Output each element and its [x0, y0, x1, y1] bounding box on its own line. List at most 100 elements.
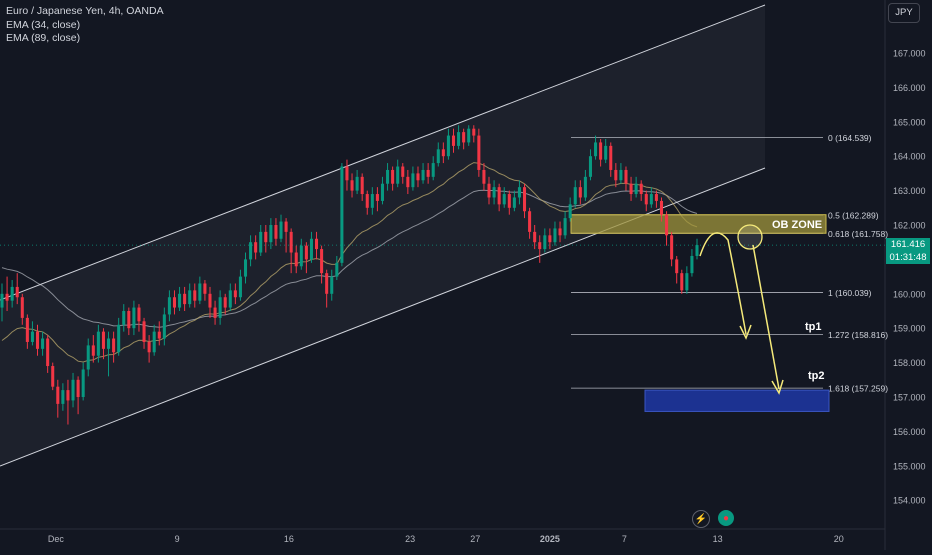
candle-body — [345, 166, 349, 181]
fib-level-label: 0.5 (162.289) — [828, 211, 879, 221]
time-tick-label: 2025 — [540, 534, 560, 544]
candle-body — [624, 169, 628, 184]
candle-body — [294, 252, 298, 267]
candle-body — [426, 169, 430, 177]
candle-body — [568, 204, 572, 219]
candle-body — [350, 180, 354, 191]
candle-body — [249, 242, 253, 260]
candle-body — [299, 245, 303, 267]
tp2-label: tp2 — [808, 370, 825, 382]
candle-body — [213, 307, 217, 318]
candle-body — [548, 235, 552, 243]
candle-body — [264, 231, 268, 243]
candle-body — [685, 273, 689, 291]
candle-body — [629, 183, 633, 195]
price-tick-label: 167.000 — [893, 49, 926, 59]
candle-body — [259, 231, 263, 253]
arrow-head-tp1 — [739, 324, 752, 340]
candle-body — [396, 166, 400, 184]
price-axis[interactable]: 167.000 166.000 165.000 164.000 163.000 162.0… — [893, 49, 926, 506]
candle-body — [96, 331, 100, 356]
candle-body — [330, 276, 334, 294]
candle-body — [66, 390, 70, 401]
candle-body — [91, 345, 95, 356]
candle-body — [360, 176, 364, 195]
candle-body — [137, 307, 141, 322]
candle-body — [517, 187, 521, 198]
currency-button[interactable]: JPY — [888, 3, 920, 23]
arrow-path-tp1 — [699, 232, 747, 335]
candle-body — [558, 228, 562, 236]
candle-body — [680, 273, 684, 291]
candle-body — [223, 297, 227, 308]
price-tick-label: 155.000 — [893, 461, 926, 471]
fib-level-label: 0 (164.539) — [828, 133, 872, 143]
candle-body — [512, 197, 516, 208]
candle-body — [117, 324, 121, 353]
candle-body — [487, 183, 491, 198]
time-tick-label: 16 — [284, 534, 294, 544]
candle-body — [421, 169, 425, 181]
candle-body — [238, 276, 242, 298]
candle-body — [553, 228, 557, 243]
candle-body — [122, 311, 126, 325]
time-axis[interactable]: Dec 9 16 23 27 2025 7 13 20 — [48, 534, 844, 544]
price-tick-label: 154.000 — [893, 496, 926, 506]
candle-body — [695, 245, 699, 256]
candle-body — [380, 183, 384, 201]
price-tick-label: 162.000 — [893, 221, 926, 231]
candle-body — [604, 145, 608, 160]
candle-body — [477, 135, 481, 170]
candle-body — [162, 314, 166, 339]
time-tick-label: 27 — [470, 534, 480, 544]
candle-body — [56, 386, 60, 404]
candle-body — [543, 235, 547, 250]
lightning-icon[interactable]: ⚡ — [692, 510, 710, 528]
target-zone-box — [644, 389, 830, 412]
candle-body — [355, 176, 359, 191]
candle-body — [132, 307, 136, 329]
candle-body — [528, 211, 532, 232]
price-tick-label: 160.000 — [893, 289, 926, 299]
candle-body — [370, 194, 374, 208]
candle-body — [451, 135, 456, 146]
candle-body — [167, 297, 171, 315]
candle-body — [315, 238, 319, 250]
candle-body — [41, 338, 45, 349]
candle-body — [386, 169, 390, 184]
candle-body — [441, 149, 445, 157]
candle-body — [325, 273, 329, 294]
candle-body — [665, 214, 669, 236]
time-tick-label: 9 — [175, 534, 180, 544]
record-icon[interactable]: ● — [718, 510, 734, 526]
candle-body — [172, 297, 177, 308]
price-tick-label: 158.000 — [893, 358, 926, 368]
candle-body — [228, 290, 232, 308]
channel-upper-line — [0, 4, 766, 301]
candle-body — [462, 132, 466, 143]
fib-level-label: 1.618 (157.259) — [828, 384, 888, 394]
candle-body — [659, 200, 664, 215]
ema89-legend[interactable]: EMA (89, close) — [6, 32, 81, 44]
symbol-title[interactable]: Euro / Japanese Yen, 4h, OANDA — [6, 5, 164, 17]
ema34-legend[interactable]: EMA (34, close) — [6, 18, 81, 31]
projection-arrows — [699, 224, 784, 395]
candle-body — [401, 166, 405, 177]
candle-body — [183, 293, 187, 305]
candle-body — [0, 293, 4, 308]
candle-body — [644, 194, 648, 205]
candle-body — [365, 194, 369, 208]
candle-body — [472, 128, 476, 136]
candle-body — [599, 142, 603, 160]
candle-body — [304, 245, 308, 260]
candle-body — [507, 194, 511, 208]
time-tick-label: 23 — [405, 534, 415, 544]
candle-body — [670, 235, 674, 260]
tp1-label: tp1 — [805, 321, 822, 333]
candle-body — [193, 290, 197, 301]
price-tick-label: 157.000 — [893, 393, 926, 403]
fib-level-label: 0.618 (161.758) — [828, 229, 888, 239]
